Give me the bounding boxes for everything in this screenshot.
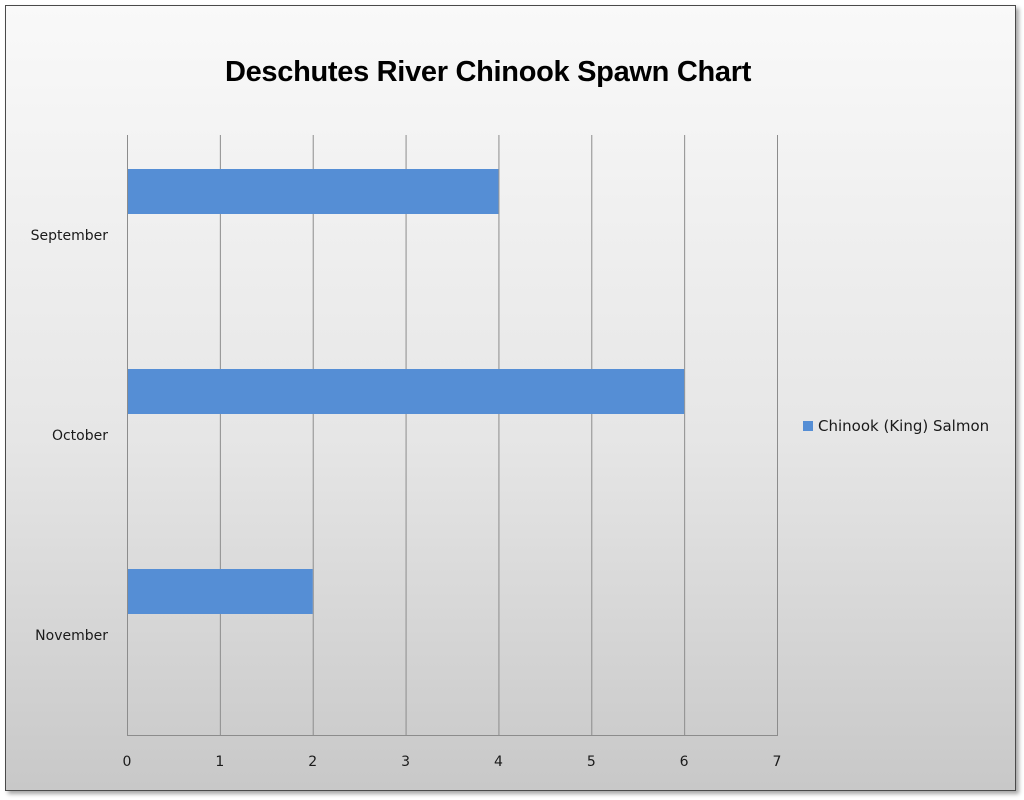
x-tick-label: 1 xyxy=(215,754,224,770)
x-tick-label: 4 xyxy=(494,754,503,770)
y-tick-label: November xyxy=(35,628,108,644)
x-tick-label: 2 xyxy=(308,754,317,770)
bar xyxy=(128,169,499,214)
x-tick-label: 5 xyxy=(587,754,596,770)
chart-title: Deschutes River Chinook Spawn Chart xyxy=(224,56,752,88)
x-tick-label: 0 xyxy=(123,754,132,770)
x-tick-label: 7 xyxy=(773,754,782,770)
x-tick-label: 3 xyxy=(401,754,410,770)
legend-label: Chinook (King) Salmon xyxy=(818,417,990,435)
legend: Chinook (King) Salmon xyxy=(803,417,989,435)
bar xyxy=(128,369,685,414)
legend-swatch xyxy=(803,421,813,431)
y-tick-label: September xyxy=(31,228,109,244)
bar xyxy=(128,569,313,614)
x-tick-label: 6 xyxy=(680,754,689,770)
y-tick-label: October xyxy=(52,428,108,444)
